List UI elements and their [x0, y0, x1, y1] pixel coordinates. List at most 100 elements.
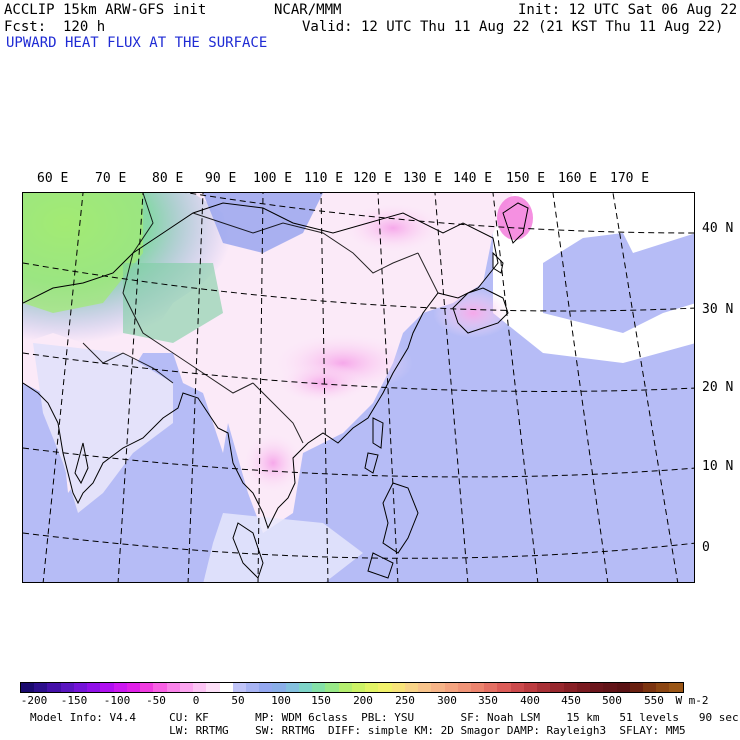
heat-flux-map	[22, 192, 695, 583]
model-title: ACCLIP 15km ARW-GFS init	[4, 2, 207, 18]
colorbar-tick: 450	[561, 694, 581, 707]
kazakh-high-flux	[23, 193, 143, 313]
lon-label: 90 E	[205, 171, 237, 186]
colorbar-swatch	[470, 683, 485, 692]
colorbar-tick: -150	[60, 694, 88, 707]
graticule	[23, 193, 694, 582]
model-info-line2: LW: RRTMG SW: RRTMG DIFF: simple KM: 2D …	[30, 724, 686, 737]
field-title: UPWARD HEAT FLUX AT THE SURFACE	[6, 35, 268, 51]
colorbar-swatch	[87, 683, 101, 692]
north-pacific-field	[493, 193, 694, 363]
colorbar-swatch	[47, 683, 61, 692]
lon-label: 80 E	[152, 171, 184, 186]
colorbar-swatch	[351, 683, 366, 692]
colorbar-swatch	[616, 683, 630, 692]
colorbar-swatch	[338, 683, 352, 692]
valid-time: Valid: 12 UTC Thu 11 Aug 22 (21 KST Thu …	[302, 19, 724, 35]
lon-label: 160 E	[558, 171, 598, 186]
lat-label: 0	[702, 540, 710, 555]
colorbar-tick: 150	[311, 694, 331, 707]
colorbar-swatch	[325, 683, 339, 692]
colorbar-swatch	[563, 683, 577, 692]
lon-label: 120 E	[353, 171, 393, 186]
colorbar-tick: -50	[146, 694, 166, 707]
colorbar-tick: 400	[520, 694, 540, 707]
colorbar-tick: 350	[478, 694, 498, 707]
center-label: NCAR/MMM	[274, 2, 342, 18]
colorbar-swatch	[232, 683, 246, 692]
colorbar-swatch	[245, 683, 260, 692]
colorbar-tick: 500	[602, 694, 622, 707]
lon-label: 60 E	[37, 171, 69, 186]
lon-label: 100 E	[253, 171, 293, 186]
colorbar-swatch	[312, 683, 326, 692]
colorbar-swatch	[444, 683, 458, 692]
china-pink-patch	[278, 363, 368, 403]
colorbar-swatch	[21, 683, 35, 692]
lon-label: 130 E	[403, 171, 443, 186]
lat-label: 30 N	[702, 302, 734, 317]
colorbar-swatch	[140, 683, 154, 692]
model-info-line1: Model Info: V4.4 CU: KF MP: WDM 6class P…	[30, 711, 739, 724]
colorbar-swatch	[497, 683, 511, 692]
colorbar-swatch	[219, 683, 233, 692]
colorbar-swatch	[576, 683, 591, 692]
colorbar-swatch	[166, 683, 180, 692]
colorbar-swatch	[391, 683, 405, 692]
manchuria-pink-patch	[343, 203, 443, 253]
colorbar-tick: -200	[20, 694, 48, 707]
lon-label: 140 E	[453, 171, 493, 186]
forecast-hour: Fcst: 120 h	[4, 19, 106, 35]
lat-label: 40 N	[702, 221, 734, 236]
colorbar-tick: 250	[395, 694, 415, 707]
sakhalin-pink-patch	[497, 196, 533, 240]
colorbar-swatch	[537, 683, 551, 692]
colorbar-swatch	[272, 683, 286, 692]
lat-label: 20 N	[702, 380, 734, 395]
india-field	[33, 343, 173, 513]
colorbar-swatch	[629, 683, 644, 692]
colorbar-swatch	[603, 683, 617, 692]
init-time: Init: 12 UTC Sat 06 Aug 22	[518, 2, 738, 18]
colorbar-swatch	[298, 683, 313, 692]
colorbar-swatch	[643, 683, 657, 692]
colorbar-tick: -100	[103, 694, 131, 707]
country-borders	[82, 193, 439, 444]
colorbar-tick: 100	[271, 694, 291, 707]
colorbar-swatch	[669, 683, 683, 692]
colorbar-swatch	[100, 683, 114, 692]
lon-label: 150 E	[506, 171, 546, 186]
japan-pink-patch	[433, 288, 513, 338]
colorbar-swatch	[179, 683, 194, 692]
lon-label: 70 E	[95, 171, 127, 186]
colorbar-tick: 0	[192, 694, 200, 707]
colorbar-swatch	[418, 683, 432, 692]
colorbar-swatch	[193, 683, 207, 692]
bay-of-bengal-field	[203, 513, 363, 582]
colorbar-unit: W m-2	[675, 694, 709, 707]
colorbar-swatch	[34, 683, 48, 692]
colorbar-swatch	[365, 683, 379, 692]
lon-label: 110 E	[304, 171, 344, 186]
colorbar-swatch	[378, 683, 392, 692]
indochina-pink-patch	[243, 433, 303, 493]
map-canvas	[23, 193, 694, 582]
colorbar-swatch	[153, 683, 167, 692]
colorbar-swatch	[73, 683, 88, 692]
colorbar-swatch	[510, 683, 524, 692]
colorbar-swatch	[656, 683, 670, 692]
colorbar-tick: 200	[353, 694, 373, 707]
colorbar-swatch	[431, 683, 445, 692]
colorbar-swatch	[404, 683, 419, 692]
colorbar-swatch	[484, 683, 498, 692]
colorbar-swatch	[60, 683, 74, 692]
colorbar-swatch	[259, 683, 273, 692]
colorbar-swatch	[590, 683, 604, 692]
colorbar-tick: 50	[231, 694, 245, 707]
colorbar-swatch	[126, 683, 141, 692]
colorbar-swatch	[523, 683, 538, 692]
colorbar-swatch	[457, 683, 471, 692]
lat-label: 10 N	[702, 459, 734, 474]
colorbar-swatch	[285, 683, 299, 692]
lon-label: 170 E	[610, 171, 650, 186]
